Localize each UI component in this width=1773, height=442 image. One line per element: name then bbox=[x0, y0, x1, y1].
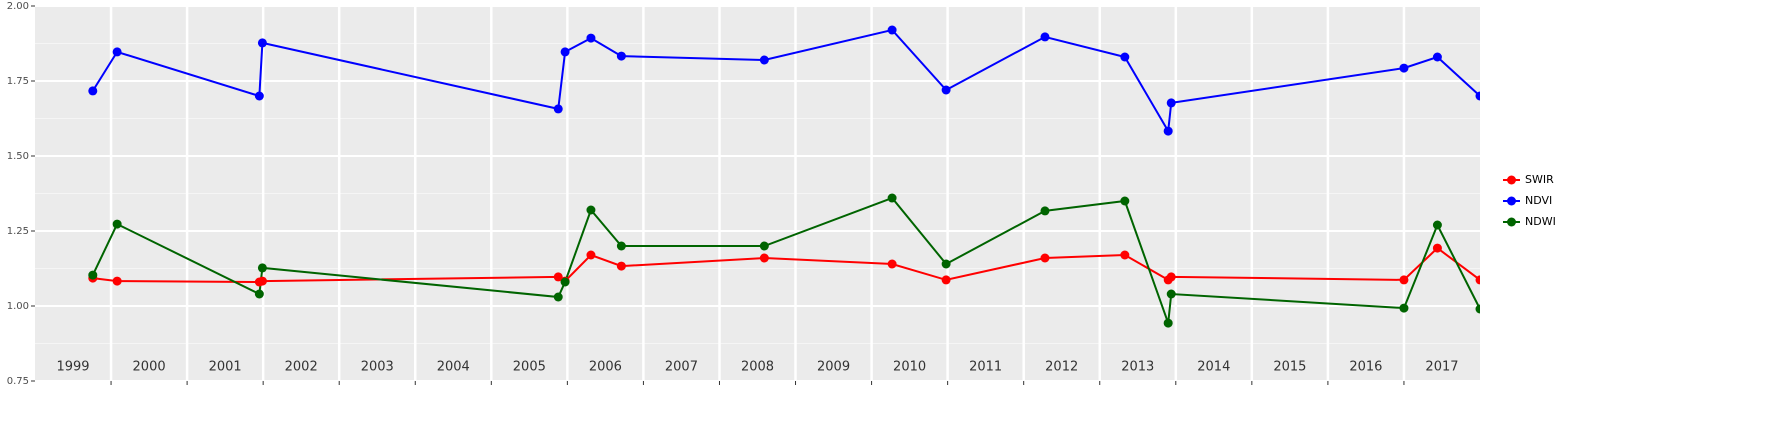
year-label: 2012 bbox=[1045, 360, 1078, 375]
point bbox=[586, 250, 596, 260]
point bbox=[941, 275, 951, 285]
point bbox=[887, 25, 897, 35]
point bbox=[887, 193, 897, 203]
point bbox=[1399, 275, 1409, 285]
point bbox=[1120, 196, 1130, 206]
point bbox=[553, 292, 563, 302]
legend: SWIR NDVI NDWI bbox=[1503, 173, 1556, 228]
year-label: 2007 bbox=[665, 360, 698, 375]
year-label: 2009 bbox=[817, 360, 850, 375]
point bbox=[941, 85, 951, 95]
point bbox=[560, 47, 570, 57]
y-tick-label: 0.75 bbox=[7, 376, 29, 387]
point bbox=[1163, 318, 1173, 328]
legend-marker bbox=[1507, 217, 1516, 227]
y-tick-label: 1.00 bbox=[7, 301, 29, 312]
point bbox=[1166, 272, 1176, 282]
point bbox=[1120, 52, 1130, 62]
year-label: 2017 bbox=[1425, 360, 1458, 375]
point bbox=[1040, 253, 1050, 263]
point bbox=[1475, 304, 1480, 314]
legend-marker bbox=[1507, 196, 1516, 206]
grid: 0.75 1.00 1.25 1.50 1.75 2.00 1999 2000 2001 2002… bbox=[7, 1, 1480, 387]
point bbox=[1163, 126, 1173, 136]
point bbox=[941, 259, 951, 269]
point bbox=[586, 205, 596, 215]
point bbox=[560, 277, 570, 287]
point bbox=[257, 276, 267, 286]
point bbox=[616, 241, 626, 251]
year-label: 2001 bbox=[209, 360, 242, 375]
point bbox=[257, 263, 267, 273]
y-tick-label: 1.75 bbox=[7, 76, 29, 87]
legend-label: SWIR bbox=[1525, 173, 1554, 186]
y-tick-label: 1.25 bbox=[7, 226, 29, 237]
point bbox=[1040, 32, 1050, 42]
point bbox=[112, 219, 122, 229]
point bbox=[1166, 289, 1176, 299]
point bbox=[553, 104, 563, 114]
year-label: 2008 bbox=[741, 360, 774, 375]
legend-label: NDWI bbox=[1525, 215, 1556, 228]
point bbox=[1475, 275, 1480, 285]
point bbox=[1475, 91, 1480, 101]
point bbox=[887, 259, 897, 269]
year-label: 2011 bbox=[969, 360, 1002, 375]
point bbox=[112, 276, 122, 286]
point bbox=[1040, 206, 1050, 216]
series-line bbox=[91, 28, 1480, 135]
point bbox=[586, 33, 596, 43]
point bbox=[88, 86, 98, 96]
point bbox=[1399, 63, 1409, 73]
point bbox=[254, 289, 264, 299]
year-label: 2003 bbox=[361, 360, 394, 375]
point bbox=[616, 51, 626, 61]
y-tick-label: 1.50 bbox=[7, 151, 29, 162]
year-label: 2005 bbox=[513, 360, 546, 375]
year-label: 2013 bbox=[1121, 360, 1154, 375]
point bbox=[1432, 243, 1442, 253]
point bbox=[1399, 303, 1409, 313]
year-label: 2016 bbox=[1349, 360, 1382, 375]
point bbox=[257, 38, 267, 48]
year-label: 2004 bbox=[437, 360, 470, 375]
point bbox=[759, 55, 769, 65]
point bbox=[616, 261, 626, 271]
point bbox=[759, 253, 769, 263]
year-label: 2006 bbox=[589, 360, 622, 375]
point bbox=[254, 91, 264, 101]
point bbox=[759, 241, 769, 251]
legend-marker bbox=[1507, 175, 1516, 185]
year-label: 1999 bbox=[56, 360, 89, 375]
marks bbox=[88, 25, 1480, 328]
point bbox=[88, 270, 98, 280]
legend-label: NDVI bbox=[1525, 194, 1552, 207]
point bbox=[1432, 52, 1442, 62]
year-label: 2015 bbox=[1273, 360, 1306, 375]
point bbox=[112, 47, 122, 57]
year-label: 2014 bbox=[1197, 360, 1230, 375]
point bbox=[1120, 250, 1130, 260]
point bbox=[1432, 220, 1442, 230]
year-label: 2000 bbox=[133, 360, 166, 375]
year-label: 2002 bbox=[285, 360, 318, 375]
point bbox=[553, 272, 563, 282]
y-tick-label: 2.00 bbox=[7, 1, 29, 12]
point bbox=[1166, 98, 1176, 108]
year-label: 2010 bbox=[893, 360, 926, 375]
